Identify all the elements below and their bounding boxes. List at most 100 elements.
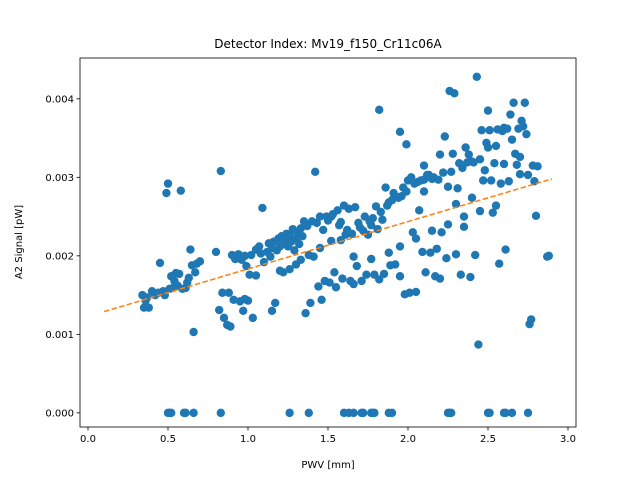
data-point [189,327,198,337]
data-point [267,306,277,315]
data-point [520,98,529,107]
data-point [447,167,456,177]
data-point [443,220,453,229]
data-point [245,270,254,279]
data-point [163,179,173,188]
data-point [472,72,481,82]
data-point [443,182,453,191]
data-point [523,170,533,180]
data-point [304,408,313,418]
data-point [496,179,505,188]
data-point [336,235,345,245]
data-point [255,242,264,251]
data-point [479,176,488,185]
y-axis-ticks: 0.000 0.001 0.002 0.003 0.004 [45,94,80,419]
data-point [466,272,475,282]
data-point [453,184,462,193]
data-point [336,217,345,227]
data-point [405,288,414,297]
data-point [162,188,171,198]
data-point [507,408,517,418]
x-tick-label: 3.0 [560,434,576,445]
data-point [371,202,381,211]
data-point [195,257,205,266]
data-point [229,295,238,305]
data-point [439,168,448,177]
data-point [325,278,334,287]
data-point [211,247,221,257]
data-point [330,268,339,277]
data-point [519,122,528,131]
data-point [391,260,400,269]
data-point [309,252,318,261]
data-point [407,173,416,182]
data-point [435,150,445,159]
x-tick-label: 2.5 [480,434,496,445]
data-point [456,270,465,279]
data-point [427,226,437,235]
data-point [315,212,325,221]
data-point [485,408,494,418]
data-point [475,206,485,216]
data-point [176,186,185,195]
fit-line-layer [103,178,553,313]
data-point [175,269,184,279]
data-point [248,313,257,323]
data-point [477,126,486,135]
data-point [480,166,489,175]
data-point [411,287,421,297]
x-tick-label: 1.0 [240,434,256,445]
data-point [426,248,435,257]
data-point [349,408,358,418]
data-point [434,175,443,184]
data-point [483,143,493,152]
data-point [522,129,531,139]
x-tick-label: 1.5 [320,434,336,445]
data-point [312,218,321,228]
data-point [384,248,393,257]
data-point [216,408,225,418]
data-point [184,273,193,283]
data-point [378,215,387,224]
data-point [186,245,195,254]
data-point [501,245,510,254]
y-tick-label: 0.001 [45,330,74,341]
data-point [509,98,518,107]
data-point [296,255,305,264]
data-point [349,279,358,289]
data-point [395,127,405,136]
data-point [331,283,341,292]
data-point [144,303,153,312]
data-point [251,271,261,280]
data-point [359,408,368,418]
data-point [488,208,497,217]
data-point [415,206,424,215]
data-point [349,252,358,261]
data-point [507,135,517,144]
data-point [485,126,494,135]
data-point [402,140,411,149]
data-point [375,275,384,284]
data-point [285,264,294,274]
data-point [458,163,467,173]
data-point [216,166,225,176]
data-point [440,132,449,141]
data-point [495,259,504,268]
data-point [491,201,501,210]
data-point [421,268,430,277]
data-point [467,193,477,202]
data-point [515,170,525,179]
data-point [226,322,235,331]
y-tick-label: 0.003 [45,173,74,184]
data-point [181,408,190,418]
data-point [475,155,485,164]
data-point [442,254,451,263]
data-point [381,183,390,192]
data-point [290,246,299,255]
data-point [459,212,469,221]
data-point [379,269,389,279]
x-tick-label: 2.0 [400,434,416,445]
data-point [533,162,542,171]
data-point [447,408,456,418]
